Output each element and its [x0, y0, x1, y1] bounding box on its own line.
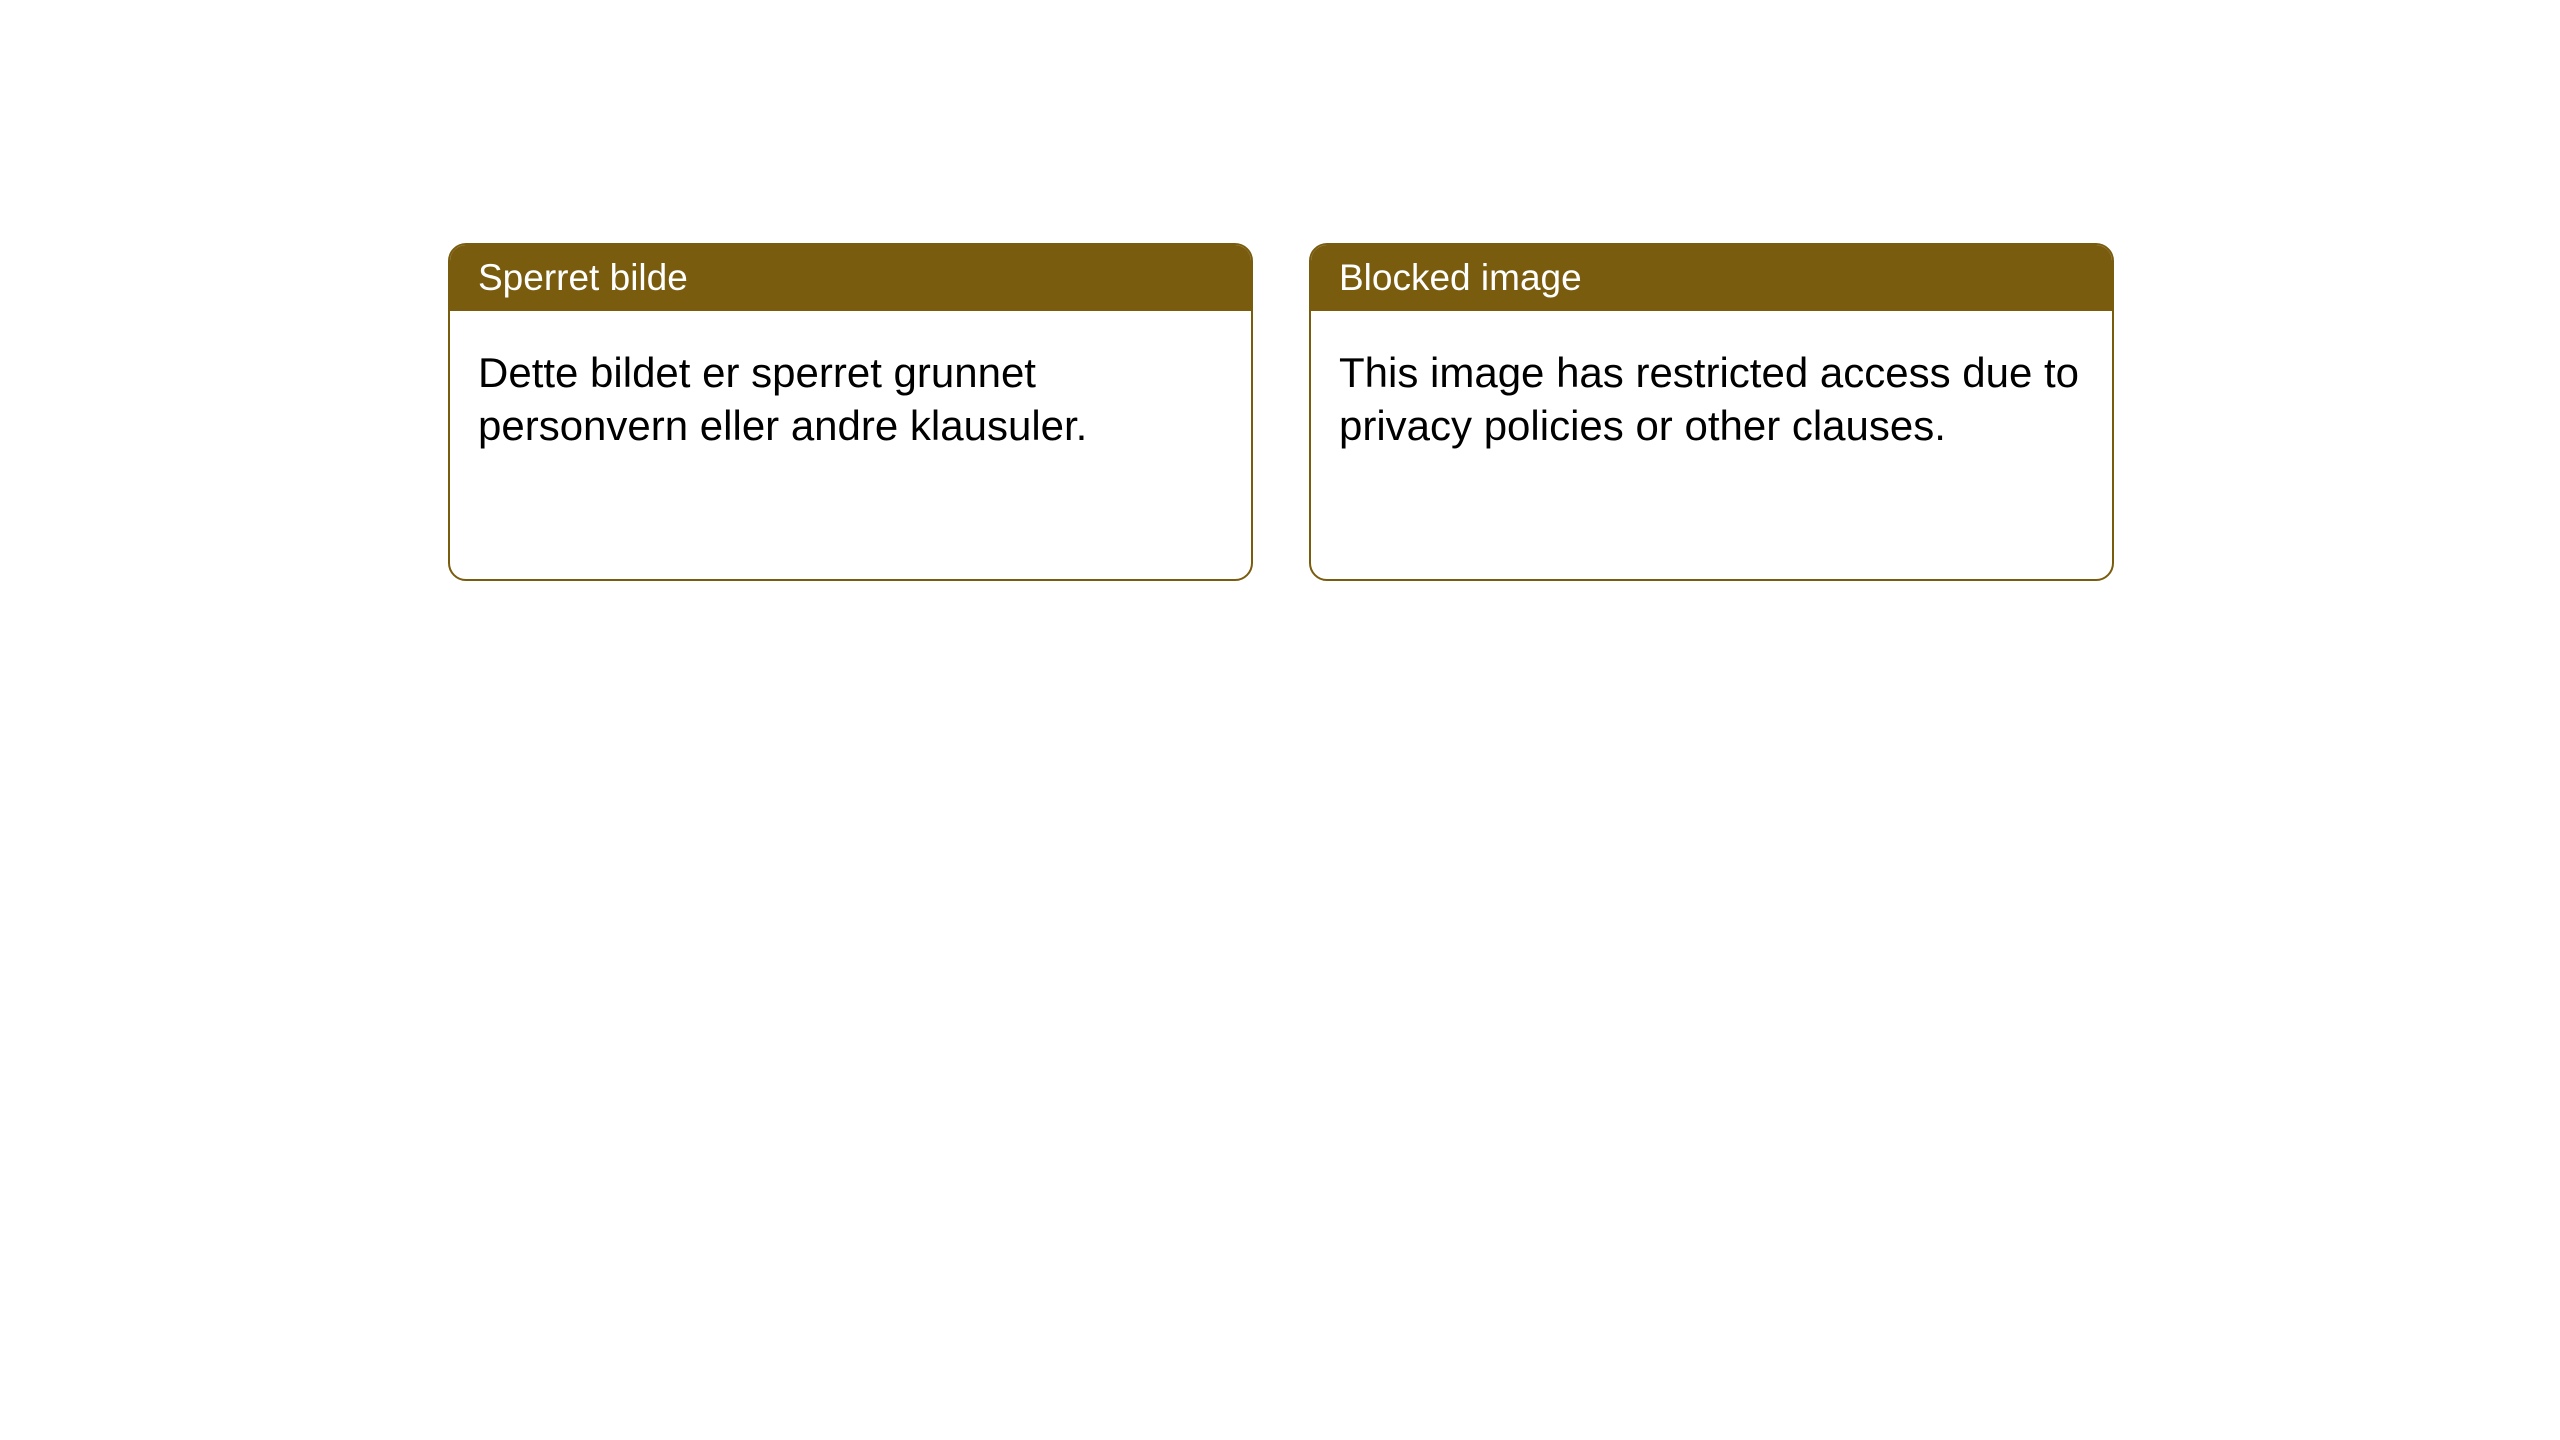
- notice-card-title: Blocked image: [1311, 245, 2112, 311]
- notice-card-body: This image has restricted access due to …: [1311, 311, 2112, 488]
- notice-card-container: Sperret bilde Dette bildet er sperret gr…: [448, 243, 2114, 581]
- notice-card-english: Blocked image This image has restricted …: [1309, 243, 2114, 581]
- notice-card-body: Dette bildet er sperret grunnet personve…: [450, 311, 1251, 488]
- notice-card-title: Sperret bilde: [450, 245, 1251, 311]
- notice-card-norwegian: Sperret bilde Dette bildet er sperret gr…: [448, 243, 1253, 581]
